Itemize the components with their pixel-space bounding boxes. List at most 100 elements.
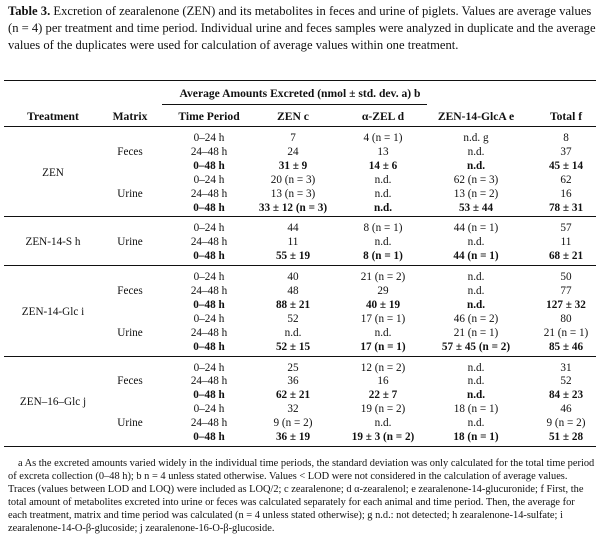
cell-alpha-zel: n.d. [374,417,392,430]
cell-zen: 33 ± 12 (n = 3) [258,201,328,214]
cell-total: 51 ± 28 [548,431,584,443]
cell-time-period: 24–48 h [190,326,228,339]
cell-zen: 48 [287,285,299,297]
cell-zen-14-glca: 57 ± 45 (n = 2) [441,340,511,353]
cell-time-period: 24–48 h [190,236,228,249]
cell-alpha-zel: n.d. [374,326,392,339]
cell-matrix: Feces [117,145,143,158]
cell-total: 8 [563,132,569,144]
cell-treatment: ZEN–16–Glc j [19,396,87,409]
cell-matrix: Feces [117,375,143,388]
cell-alpha-zel: 16 [377,375,389,388]
cell-matrix: Urine [117,417,143,430]
caption-text: Excretion of zearalenone (ZEN) and its m… [8,4,596,52]
cell-time-period: 24–48 h [190,145,228,158]
cell-zen-14-glca: n.d. [467,417,485,430]
cell-zen: 52 [287,312,299,325]
table-rule [4,265,596,266]
column-header: Matrix [112,110,148,123]
cell-alpha-zel: 8 (n = 1) [363,250,403,263]
cell-total: 84 ± 23 [548,389,584,402]
cell-zen-14-glca: n.d. g [463,132,489,144]
cell-zen: 36 [287,375,299,388]
cell-zen-14-glca: n.d. [466,389,486,402]
cell-total: 45 ± 14 [548,159,584,172]
cell-total: 31 [560,361,572,374]
cell-time-period: 0–24 h [193,361,225,374]
cell-zen-14-glca: 53 ± 44 [458,201,494,214]
cell-alpha-zel: n.d. [374,236,392,249]
cell-total: 57 [560,222,572,235]
cell-zen: 20 (n = 3) [270,173,316,186]
cell-time-period: 0–48 h [193,201,225,214]
cell-zen-14-glca: 62 (n = 3) [453,173,499,186]
cell-total: 78 ± 31 [548,201,584,214]
cell-zen: 24 [287,145,299,158]
cell-time-period: 0–48 h [193,431,225,443]
cell-zen-14-glca: 44 (n = 1) [453,250,499,263]
cell-zen: 25 [287,361,299,374]
cell-time-period: 24–48 h [190,187,228,200]
cell-time-period: 0–48 h [193,159,225,172]
cell-alpha-zel: n.d. [373,201,393,214]
cell-zen-14-glca: 13 (n = 2) [453,187,499,200]
column-header: Treatment [27,110,79,123]
cell-zen: 36 ± 19 [275,431,311,443]
cell-total: 85 ± 46 [548,340,584,353]
cell-zen-14-glca: 18 (n = 1) [453,431,499,443]
cell-zen-14-glca: n.d. [467,271,485,284]
cell-matrix: Urine [117,187,143,200]
table-rule [4,355,596,357]
cell-zen-14-glca: 46 (n = 2) [453,312,499,325]
cell-time-period: 0–48 h [193,389,225,402]
cell-total: 80 [560,312,572,325]
cell-time-period: 0–24 h [193,222,225,235]
cell-total: 21 (n = 1) [543,326,589,339]
cell-alpha-zel: 17 (n = 1) [360,312,406,325]
column-header: Time Period [178,110,240,123]
cell-zen: 11 [287,236,299,249]
cell-treatment: ZEN-14-S h [25,236,81,249]
cell-alpha-zel: n.d. [374,187,392,200]
cell-time-period: 24–48 h [190,375,228,388]
cell-alpha-zel: n.d. [374,173,392,186]
cell-matrix: Urine [117,236,143,249]
cell-treatment: ZEN [42,166,64,179]
cell-time-period: 24–48 h [190,285,228,297]
cell-total: 37 [560,145,572,158]
group-header-underline [162,104,427,105]
table-rule [4,445,596,448]
cell-time-period: 0–24 h [193,403,225,416]
cell-matrix: Urine [117,326,143,339]
cell-total: 9 (n = 2) [546,417,586,430]
cell-zen-14-glca: n.d. [466,159,486,172]
cell-time-period: 0–24 h [193,312,225,325]
cell-treatment: ZEN-14-Glc i [21,305,85,318]
cell-time-period: 0–48 h [193,340,225,353]
cell-alpha-zel: 12 (n = 2) [360,361,406,374]
cell-alpha-zel: 19 (n = 2) [360,403,406,416]
table-footnote: a As the excreted amounts varied widely … [8,458,595,535]
cell-alpha-zel: 22 ± 7 [368,389,398,402]
group-header: Average Amounts Excreted (nmol ± std. de… [179,87,421,100]
column-header: Total f [549,110,583,123]
cell-zen: 13 (n = 3) [270,187,316,200]
cell-time-period: 0–24 h [193,132,225,144]
cell-zen-14-glca: n.d. [467,375,485,388]
cell-zen: 44 [287,222,299,235]
cell-alpha-zel: 40 ± 19 [365,298,401,311]
cell-alpha-zel: 13 [377,145,389,158]
cell-alpha-zel: 4 (n = 1) [363,132,403,144]
cell-zen: 52 ± 15 [275,340,311,353]
cell-alpha-zel: 21 (n = 2) [360,271,406,284]
column-header: ZEN-14-GlcA e [437,110,515,123]
cell-total: 52 [560,375,572,388]
table-caption: Table 3. Excretion of zearalenone (ZEN) … [8,3,596,54]
cell-time-period: 0–48 h [193,298,225,311]
cell-zen-14-glca: n.d. [466,298,486,311]
column-header: ZEN c [277,110,309,123]
table-label: Table 3. [8,4,51,18]
cell-alpha-zel: 8 (n = 1) [363,222,403,235]
cell-total: 77 [560,285,572,297]
cell-zen-14-glca: n.d. [467,285,485,297]
